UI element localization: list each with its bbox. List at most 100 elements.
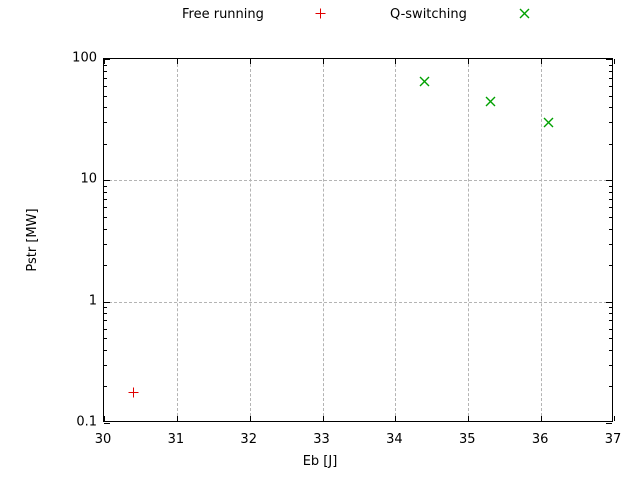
y-axis-minor-tick <box>609 107 612 109</box>
y-axis-minor-tick <box>609 265 612 267</box>
y-axis-minor-tick <box>609 95 612 97</box>
x-axis-tick <box>104 59 105 64</box>
y-axis-tick <box>606 59 612 60</box>
x-axis-tick-label: 30 <box>94 432 112 447</box>
y-axis-tick <box>606 423 612 424</box>
y-axis-minor-tick <box>104 216 107 218</box>
y-axis-title: Pstr [MW] <box>25 208 40 272</box>
y-axis-tick <box>104 180 110 182</box>
y-axis-minor-tick <box>609 386 612 388</box>
legend-cross-marker <box>519 8 530 19</box>
y-axis-minor-tick <box>609 365 612 367</box>
y-axis-minor-tick <box>609 122 612 124</box>
x-axis-tick <box>322 59 324 64</box>
y-axis-minor-tick <box>104 192 107 194</box>
x-axis-tick <box>541 59 543 64</box>
x-axis-tick-label: 34 <box>386 432 403 447</box>
y-axis-minor-tick <box>104 349 107 351</box>
x-axis-tick <box>395 416 397 421</box>
y-axis-minor-tick <box>104 143 107 145</box>
y-axis-tick <box>104 301 110 303</box>
legend-marker-q-switching <box>519 8 529 18</box>
y-axis-tick <box>606 180 612 182</box>
y-axis-minor-tick <box>104 199 107 201</box>
x-gridline <box>541 59 543 421</box>
x-axis-tick <box>614 416 615 421</box>
y-axis-minor-tick <box>104 320 107 322</box>
y-axis-minor-tick <box>104 107 107 109</box>
x-axis-tick <box>104 416 105 421</box>
y-axis-minor-tick <box>609 338 612 340</box>
y-axis-minor-tick <box>104 85 107 87</box>
x-axis-tick <box>249 59 251 64</box>
x-gridline <box>322 59 324 421</box>
x-axis-tick <box>322 416 324 421</box>
y-axis-tick-label: 10 <box>80 171 97 187</box>
legend-label: Free running <box>182 6 264 22</box>
data-point-cross-marker <box>419 76 430 87</box>
legend-plus-marker <box>315 8 326 19</box>
y-axis-minor-tick <box>104 228 107 230</box>
y-axis-minor-tick <box>609 313 612 315</box>
y-axis-minor-tick <box>104 185 107 187</box>
x-gridline <box>468 59 470 421</box>
x-axis-title: Eb [J] <box>302 454 338 469</box>
y-axis-minor-tick <box>104 70 107 72</box>
data-point-cross-marker <box>485 96 496 107</box>
y-gridline <box>104 301 612 303</box>
plot-area <box>103 58 615 424</box>
y-axis-tick <box>606 301 612 303</box>
y-axis-minor-tick <box>104 77 107 79</box>
x-axis-tick <box>468 59 470 64</box>
y-axis-minor-tick <box>609 243 612 245</box>
x-axis-tick <box>176 416 178 421</box>
y-axis-minor-tick <box>609 185 612 187</box>
x-axis-tick <box>541 416 543 421</box>
x-axis-tick <box>176 59 178 64</box>
legend-entry-q-switching: Q-switching <box>390 0 467 28</box>
y-axis-minor-tick <box>104 243 107 245</box>
y-axis-minor-tick <box>609 207 612 209</box>
legend-entry-free-running: Free running <box>182 0 264 28</box>
x-axis-tick <box>249 416 251 421</box>
y-axis-tick <box>104 59 110 60</box>
legend-label: Q-switching <box>390 6 467 22</box>
y-axis-tick <box>104 423 110 424</box>
y-axis-minor-tick <box>609 228 612 230</box>
y-axis-minor-tick <box>104 95 107 97</box>
y-axis-minor-tick <box>609 328 612 330</box>
x-axis-tick-label: 35 <box>459 432 476 447</box>
x-axis-tick-label: 33 <box>313 432 330 447</box>
y-axis-minor-tick <box>609 143 612 145</box>
y-axis-minor-tick <box>104 122 107 124</box>
y-axis-minor-tick <box>104 365 107 367</box>
y-axis-minor-tick <box>609 77 612 79</box>
y-axis-minor-tick <box>609 70 612 72</box>
y-axis-tick-label: 0.1 <box>76 414 97 430</box>
x-axis-tick-label: 31 <box>167 432 185 447</box>
y-axis-minor-tick <box>609 320 612 322</box>
legend-marker-free-running <box>315 8 325 18</box>
y-axis-minor-tick <box>609 192 612 194</box>
x-axis-tick-label: 32 <box>240 432 257 447</box>
y-axis-minor-tick <box>104 207 107 209</box>
x-gridline <box>176 59 178 421</box>
y-axis-minor-tick <box>609 199 612 201</box>
x-axis-tick-label: 36 <box>531 432 549 447</box>
y-axis-minor-tick <box>104 386 107 388</box>
y-axis-minor-tick <box>104 328 107 330</box>
y-axis-minor-tick <box>609 216 612 218</box>
y-axis-minor-tick <box>609 85 612 87</box>
y-axis-minor-tick <box>104 307 107 309</box>
y-axis-minor-tick <box>609 349 612 351</box>
chart-legend: Free running Q-switching <box>0 0 640 28</box>
y-axis-minor-tick <box>104 265 107 267</box>
x-axis-tick <box>614 59 615 64</box>
y-axis-minor-tick <box>104 64 107 66</box>
data-point-cross-marker <box>543 117 554 128</box>
x-axis-tick <box>468 416 470 421</box>
y-axis-minor-tick <box>609 64 612 66</box>
y-axis-minor-tick <box>104 338 107 340</box>
y-axis-minor-tick <box>104 313 107 315</box>
